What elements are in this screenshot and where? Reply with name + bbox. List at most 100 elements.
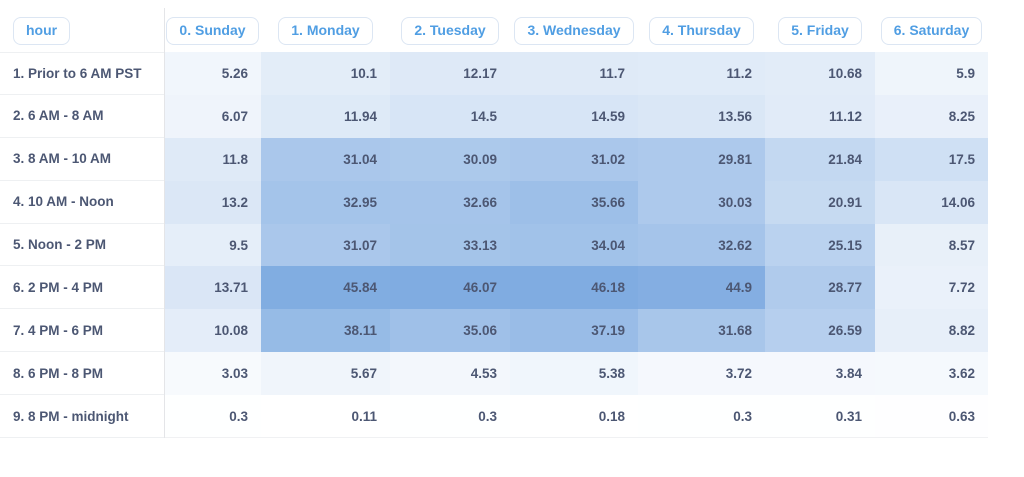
heatmap-cell[interactable]: 29.81 bbox=[638, 137, 765, 181]
table-row: 5. Noon - 2 PM 9.5 31.07 33.13 34.04 32.62 25.… bbox=[0, 223, 1024, 267]
heatmap-cell[interactable]: 11.7 bbox=[510, 52, 638, 95]
heatmap-cell[interactable]: 0.63 bbox=[875, 395, 988, 439]
column-header-pill[interactable]: 1. Monday bbox=[278, 16, 373, 45]
table-row: 3. 8 AM - 10 AM 11.8 31.04 30.09 31.02 29.81 2… bbox=[0, 137, 1024, 181]
heatmap-cell[interactable]: 32.66 bbox=[390, 180, 510, 224]
heatmap-cell[interactable]: 33.13 bbox=[390, 223, 510, 267]
heatmap-cell[interactable]: 13.2 bbox=[164, 180, 261, 224]
table-row: 2. 6 AM - 8 AM 6.07 11.94 14.5 14.59 13.56 11.… bbox=[0, 94, 1024, 138]
row-label[interactable]: 4. 10 AM - Noon bbox=[0, 180, 164, 224]
heatmap-cell[interactable]: 0.3 bbox=[390, 395, 510, 439]
heatmap-cell[interactable]: 0.3 bbox=[164, 395, 261, 439]
heatmap-cell[interactable]: 31.07 bbox=[261, 223, 390, 267]
table-row: 9. 8 PM - midnight 0.3 0.11 0.3 0.18 0.3 0.31 0… bbox=[0, 395, 1024, 439]
heatmap-cell[interactable]: 46.07 bbox=[390, 266, 510, 310]
row-label[interactable]: 7. 4 PM - 6 PM bbox=[0, 309, 164, 353]
column-header-pill[interactable]: 5. Friday bbox=[778, 16, 862, 45]
heatmap-cell[interactable]: 30.09 bbox=[390, 137, 510, 181]
column-header-cell: 2. Tuesday bbox=[390, 0, 510, 52]
heatmap-cell[interactable]: 3.62 bbox=[875, 352, 988, 396]
row-label[interactable]: 8. 6 PM - 8 PM bbox=[0, 352, 164, 396]
column-header-pill[interactable]: 2. Tuesday bbox=[401, 16, 499, 45]
column-header-cell: 4. Thursday bbox=[638, 0, 765, 52]
row-header-cell: hour bbox=[0, 0, 164, 52]
row-header-pill[interactable]: hour bbox=[13, 16, 71, 45]
row-label[interactable]: 2. 6 AM - 8 AM bbox=[0, 94, 164, 138]
heatmap-cell[interactable]: 5.38 bbox=[510, 352, 638, 396]
heatmap-cell[interactable]: 31.04 bbox=[261, 137, 390, 181]
row-label[interactable]: 6. 2 PM - 4 PM bbox=[0, 266, 164, 310]
row-label[interactable]: 9. 8 PM - midnight bbox=[0, 395, 164, 439]
heatmap-cell[interactable]: 11.12 bbox=[765, 94, 875, 138]
heatmap-cell[interactable]: 46.18 bbox=[510, 266, 638, 310]
column-header-pill[interactable]: 3. Wednesday bbox=[514, 16, 634, 45]
heatmap-cell[interactable]: 35.66 bbox=[510, 180, 638, 224]
column-header-pill[interactable]: 0. Sunday bbox=[166, 16, 259, 45]
heatmap-cell[interactable]: 8.82 bbox=[875, 309, 988, 353]
row-label[interactable]: 5. Noon - 2 PM bbox=[0, 223, 164, 267]
heatmap-cell[interactable]: 11.94 bbox=[261, 94, 390, 138]
heatmap-cell[interactable]: 14.59 bbox=[510, 94, 638, 138]
heatmap-cell[interactable]: 6.07 bbox=[164, 94, 261, 138]
column-header-cell: 1. Monday bbox=[261, 0, 390, 52]
heatmap-cell[interactable]: 0.18 bbox=[510, 395, 638, 439]
column-header-cell: 3. Wednesday bbox=[510, 0, 638, 52]
heatmap-cell[interactable]: 0.31 bbox=[765, 395, 875, 439]
heatmap-cell[interactable]: 31.02 bbox=[510, 137, 638, 181]
heatmap-cell[interactable]: 44.9 bbox=[638, 266, 765, 310]
heatmap-cell[interactable]: 37.19 bbox=[510, 309, 638, 353]
table-body: 1. Prior to 6 AM PST 5.26 10.1 12.17 11.7 11.… bbox=[0, 52, 1024, 439]
heatmap-cell[interactable]: 5.26 bbox=[164, 52, 261, 95]
heatmap-cell[interactable]: 35.06 bbox=[390, 309, 510, 353]
heatmap-cell[interactable]: 11.8 bbox=[164, 137, 261, 181]
heatmap-cell[interactable]: 10.68 bbox=[765, 52, 875, 95]
table-row: 4. 10 AM - Noon 13.2 32.95 32.66 35.66 30.03 2… bbox=[0, 180, 1024, 224]
heatmap-cell[interactable]: 11.2 bbox=[638, 52, 765, 95]
heatmap-cell[interactable]: 12.17 bbox=[390, 52, 510, 95]
row-label[interactable]: 1. Prior to 6 AM PST bbox=[0, 52, 164, 95]
heatmap-cell[interactable]: 10.1 bbox=[261, 52, 390, 95]
column-header-cell: 0. Sunday bbox=[164, 0, 261, 52]
heatmap-cell[interactable]: 4.53 bbox=[390, 352, 510, 396]
heatmap-cell[interactable]: 0.11 bbox=[261, 395, 390, 439]
table-row: 6. 2 PM - 4 PM 13.71 45.84 46.07 46.18 44.9 28… bbox=[0, 266, 1024, 310]
heatmap-cell[interactable]: 31.68 bbox=[638, 309, 765, 353]
heatmap-cell[interactable]: 14.06 bbox=[875, 180, 988, 224]
header-column-divider-line bbox=[164, 8, 165, 438]
heatmap-cell[interactable]: 3.03 bbox=[164, 352, 261, 396]
heatmap-cell[interactable]: 0.3 bbox=[638, 395, 765, 439]
heatmap-cell[interactable]: 5.9 bbox=[875, 52, 988, 95]
row-label[interactable]: 3. 8 AM - 10 AM bbox=[0, 137, 164, 181]
heatmap-cell[interactable]: 8.25 bbox=[875, 94, 988, 138]
heatmap-cell[interactable]: 38.11 bbox=[261, 309, 390, 353]
heatmap-cell[interactable]: 10.08 bbox=[164, 309, 261, 353]
heatmap-cell[interactable]: 13.56 bbox=[638, 94, 765, 138]
heatmap-cell[interactable]: 32.95 bbox=[261, 180, 390, 224]
heatmap-cell[interactable]: 7.72 bbox=[875, 266, 988, 310]
heatmap-cell[interactable]: 8.57 bbox=[875, 223, 988, 267]
heatmap-cell[interactable]: 14.5 bbox=[390, 94, 510, 138]
column-header-pill[interactable]: 6. Saturday bbox=[880, 16, 983, 45]
heatmap-cell[interactable]: 17.5 bbox=[875, 137, 988, 181]
heatmap-cell[interactable]: 21.84 bbox=[765, 137, 875, 181]
heatmap-cell[interactable]: 13.71 bbox=[164, 266, 261, 310]
heatmap-cell[interactable]: 28.77 bbox=[765, 266, 875, 310]
heatmap-cell[interactable]: 45.84 bbox=[261, 266, 390, 310]
column-header-cell: 6. Saturday bbox=[875, 0, 988, 52]
heatmap-cell[interactable]: 30.03 bbox=[638, 180, 765, 224]
heatmap-cell[interactable]: 3.72 bbox=[638, 352, 765, 396]
column-header-cell: 5. Friday bbox=[765, 0, 875, 52]
heatmap-cell[interactable]: 34.04 bbox=[510, 223, 638, 267]
heatmap-cell[interactable]: 32.62 bbox=[638, 223, 765, 267]
heatmap-cell[interactable]: 5.67 bbox=[261, 352, 390, 396]
header-row: hour 0. Sunday 1. Monday 2. Tuesday 3. Wedn… bbox=[0, 0, 1024, 52]
column-header-pill[interactable]: 4. Thursday bbox=[649, 16, 754, 45]
heatmap-cell[interactable]: 25.15 bbox=[765, 223, 875, 267]
heatmap-cell[interactable]: 20.91 bbox=[765, 180, 875, 224]
heatmap-cell[interactable]: 3.84 bbox=[765, 352, 875, 396]
table-row: 1. Prior to 6 AM PST 5.26 10.1 12.17 11.7 11.… bbox=[0, 52, 1024, 95]
table-row: 7. 4 PM - 6 PM 10.08 38.11 35.06 37.19 31.68 2… bbox=[0, 309, 1024, 353]
heatmap-cell[interactable]: 9.5 bbox=[164, 223, 261, 267]
heatmap-cell[interactable]: 26.59 bbox=[765, 309, 875, 353]
